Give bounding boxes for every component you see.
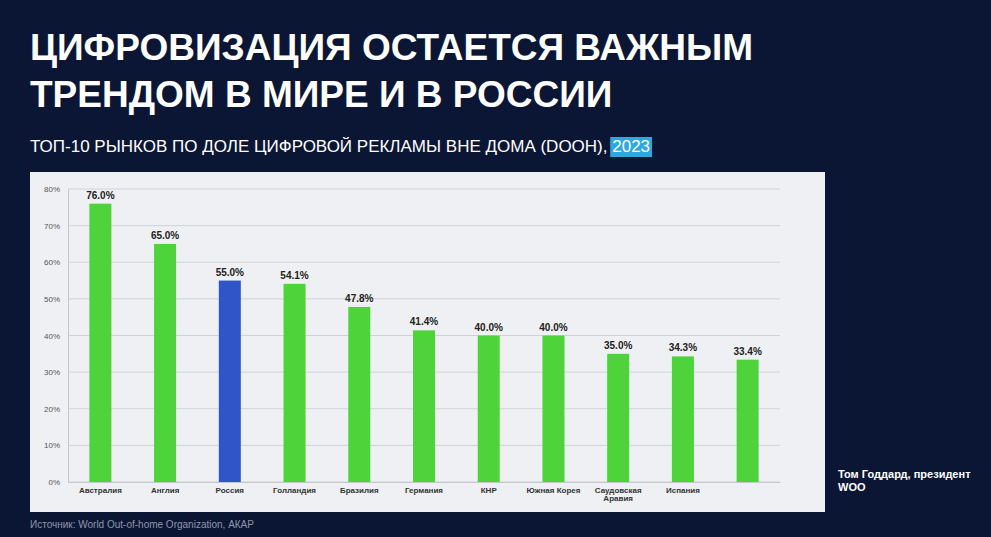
bar [284,284,306,482]
background [0,0,991,537]
data-labels: 76.0% 65.0% 55.0% 54.1% 47.8% 41.4% 40.0% 40.0%… [86,190,762,357]
x-tick-label: КНР [481,486,498,495]
x-axis: Австралия Англия Россия Голландия Бразилия Ге… [69,482,781,503]
y-tick: 60% [44,258,68,267]
data-label: 47.8% [345,293,373,304]
y-tick: 80% [44,185,68,194]
data-label: 40.0% [475,322,503,333]
bar [413,330,435,482]
y-tick: 30% [44,368,68,377]
y-tick-label: 10% [44,441,60,450]
x-tick: Англия [151,482,180,495]
bar [478,336,500,483]
y-tick: 10% [44,441,68,450]
y-tick-label: 80% [44,185,60,194]
x-tick: Голландия [273,482,316,495]
highlight [610,137,652,157]
bar [154,244,176,482]
bar [219,281,241,482]
subtitle: ТОП-10 РЫНКОВ ПО ДОЛЕ ЦИФРОВОЙ РЕКЛАМЫ В… [30,137,650,156]
data-label: 65.0% [151,230,179,241]
x-tick-label: Бразилия [340,486,379,495]
y-tick: 70% [44,222,68,231]
x-tick: Россия [216,482,245,495]
x-tick: Австралия [79,482,122,495]
source: Источник: World Out-of-home Organization… [30,519,254,530]
bars [89,204,758,482]
x-tick: СаудовскаяАравия [595,482,642,503]
y-axis: 0% 10% 20% 30% 40% 50% 60% 70% 80% [44,185,69,487]
y-tick: 40% [44,332,68,341]
y-tick: 0% [48,478,68,487]
bar [89,204,111,482]
data-label: 41.4% [410,316,438,327]
y-tick-label: 60% [44,258,60,267]
y-tick-label: 40% [44,332,60,341]
x-tick: Испания [666,482,700,495]
data-label: 76.0% [86,190,114,201]
chart-panel [30,172,825,512]
data-label: 33.4% [733,346,761,357]
bar [542,336,564,483]
bar [348,307,370,482]
y-tick-label: 30% [44,368,60,377]
x-tick-label: Испания [666,486,700,495]
x-tick: КНР [481,482,498,495]
y-tick-label: 50% [44,295,60,304]
data-label: 34.3% [669,342,697,353]
x-tick-label: Россия [216,486,245,495]
slide: ЦИФРОВИЗАЦИЯ ОСТАЕТСЯ ВАЖНЫМТРЕНДОМ В МИ… [0,0,991,537]
grid-line [68,225,780,226]
data-label: 55.0% [216,267,244,278]
y-tick: 20% [44,405,68,414]
data-label: 35.0% [604,340,632,351]
x-axis-line [69,482,781,483]
data-label: 54.1% [280,270,308,281]
y-axis-line [68,190,69,483]
speaker-caption: Том Годдард, президентWOO [838,468,971,493]
data-label: 40.0% [539,322,567,333]
y-tick: 50% [44,295,68,304]
x-tick-label: Южная Корея [526,486,580,495]
grid-line [68,189,780,190]
y-tick-label: 0% [48,478,60,487]
x-tick: Южная Корея [526,482,580,495]
x-tick-label: СаудовскаяАравия [595,486,642,504]
bar [737,360,759,482]
x-tick-label: Германия [405,486,443,495]
title: ЦИФРОВИЗАЦИЯ ОСТАЕТСЯ ВАЖНЫМТРЕНДОМ В МИ… [30,27,753,115]
x-tick-label: Англия [151,486,180,495]
bar [607,354,629,482]
grid [68,189,780,482]
y-tick-label: 20% [44,405,60,414]
x-tick: Бразилия [340,482,379,495]
x-tick-label: Австралия [79,486,122,495]
bar [672,356,694,482]
y-tick-label: 70% [44,222,60,231]
x-tick: Германия [405,482,443,495]
x-tick-label: Голландия [273,486,316,495]
